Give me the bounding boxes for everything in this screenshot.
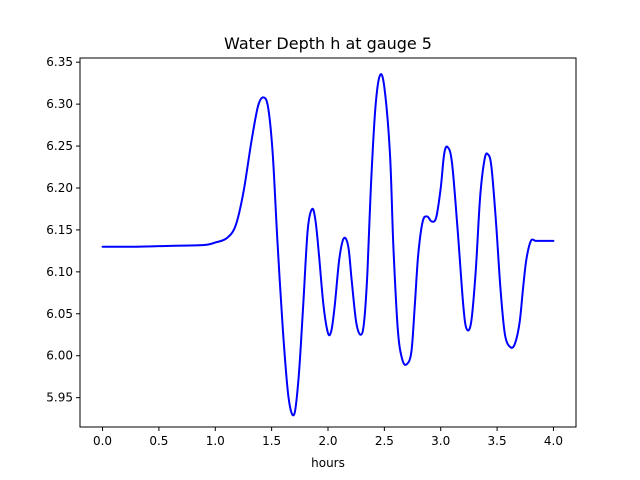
x-tick-label: 4.0: [544, 434, 563, 448]
x-tick-label: 2.0: [318, 434, 337, 448]
x-tick-label: 0.5: [149, 434, 168, 448]
chart-title: Water Depth h at gauge 5: [224, 34, 432, 53]
x-tick-label: 3.0: [431, 434, 450, 448]
y-tick-label: 6.15: [46, 223, 73, 237]
y-tick-label: 6.25: [46, 139, 73, 153]
x-axis-label: hours: [311, 456, 345, 470]
x-tick-label: 1.0: [206, 434, 225, 448]
x-tick-label: 2.5: [375, 434, 394, 448]
y-tick-label: 6.35: [46, 55, 73, 69]
series-line-1: [101, 73, 555, 417]
x-tick-label: 3.5: [488, 434, 507, 448]
y-tick-label: 6.20: [46, 181, 73, 195]
x-tick-label: 1.5: [262, 434, 281, 448]
y-tick-label: 6.00: [46, 349, 73, 363]
y-axis: 5.95 6.00 6.05 6.10 6.15 6.20 6.25 6.30 6.35: [46, 55, 80, 405]
x-tick-label: 0.0: [93, 434, 112, 448]
y-tick-label: 6.30: [46, 97, 73, 111]
y-tick-label: 5.95: [46, 391, 73, 405]
x-axis: 0.0 0.5 1.0 1.5 2.0 2.5 3.0 3.5 4.0: [93, 427, 563, 448]
y-tick-label: 6.10: [46, 265, 73, 279]
y-tick-label: 6.05: [46, 307, 73, 321]
